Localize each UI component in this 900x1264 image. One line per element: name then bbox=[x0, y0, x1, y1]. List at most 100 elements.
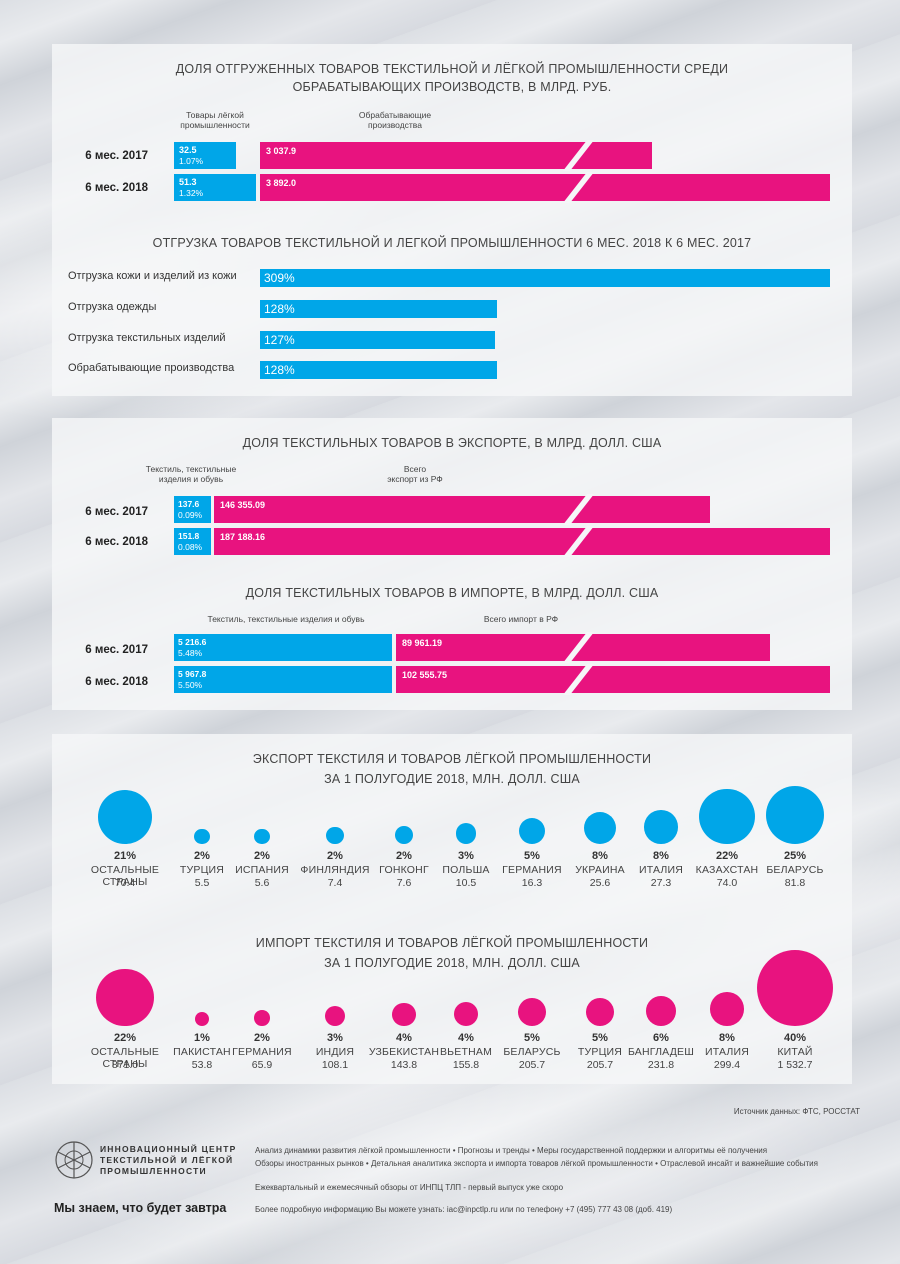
bubble-mark bbox=[455, 823, 477, 844]
footer-line1: Анализ динамики развития лёгкой промышле… bbox=[255, 1146, 768, 1155]
shipments-small-value: 51.3 bbox=[179, 177, 197, 187]
bubble-country-label: УЗБЕКИСТАН bbox=[368, 1046, 440, 1058]
shipments-small-value: 32.5 bbox=[179, 145, 197, 155]
import-big-value: 102 555.75 bbox=[402, 670, 448, 680]
bubble-pct-label: 3% bbox=[458, 850, 474, 862]
export-big-value: 187 188.16 bbox=[220, 532, 266, 542]
bubble-country-label: ГЕРМАНИЯ bbox=[232, 1046, 292, 1058]
bubble-value-label: 70.4 bbox=[114, 877, 136, 889]
bubble-pct-label: 2% bbox=[254, 850, 270, 862]
shipments-left-label-l2: промышленности bbox=[180, 120, 250, 130]
import-big-value: 89 961.19 bbox=[402, 638, 443, 648]
bubble-mark bbox=[194, 828, 210, 844]
growth-row-label: Отгрузка кожи и изделий из кожи bbox=[68, 270, 237, 282]
bubble-country-label: ГЕРМАНИЯ bbox=[502, 864, 562, 876]
bubble-pct-label: 2% bbox=[327, 850, 343, 862]
growth-value: 128% bbox=[264, 302, 295, 316]
slogan: Мы знаем, что будет завтра bbox=[54, 1201, 227, 1215]
bubble-value-label: 7.6 bbox=[396, 877, 412, 889]
bubble-pct-label: 8% bbox=[592, 850, 608, 862]
import-small-value: 5 216.6 bbox=[178, 637, 207, 647]
logo-icon bbox=[55, 1141, 93, 1179]
growth-title: ОТГРУЗКА ТОВАРОВ ТЕКСТИЛЬНОЙ И ЛЕГКОЙ ПР… bbox=[152, 236, 752, 250]
bubble-country-label: ИНДИЯ bbox=[315, 1046, 355, 1058]
bubble-mark bbox=[254, 1010, 270, 1026]
export-small-value: 137.6 bbox=[178, 499, 200, 509]
org-name-l1: ИННОВАЦИОННЫЙ ЦЕНТР bbox=[100, 1144, 237, 1154]
org-name: ИННОВАЦИОННЫЙ ЦЕНТР ТЕКСТИЛЬНОЙ И ЛЁГКОЙ… bbox=[100, 1144, 237, 1177]
bubble-value-label: 1 532.7 bbox=[777, 1059, 813, 1071]
bubble-value-label: 155.8 bbox=[452, 1059, 480, 1071]
shipments-big-value: 3 892.0 bbox=[266, 178, 297, 188]
bubble-mark bbox=[644, 810, 678, 844]
bubble-pct-label: 40% bbox=[783, 1032, 807, 1044]
export-small-value: 151.8 bbox=[178, 531, 200, 541]
export-small-bar bbox=[174, 528, 211, 555]
bubble-country-label: ФИНЛЯНДИЯ bbox=[300, 864, 370, 876]
bubble-value-label: 27.3 bbox=[650, 877, 672, 889]
bubble-country-label: БЕЛАРУСЬ bbox=[503, 1046, 561, 1058]
bubble-country-label: ОСТАЛЬНЫЕ СТРАНЫ bbox=[90, 864, 160, 888]
bubble-country-label: ИСПАНИЯ bbox=[235, 864, 289, 876]
bubble-mark bbox=[392, 1002, 416, 1026]
bubble-mark bbox=[757, 950, 833, 1026]
export-right-label-l2: экспорт из РФ bbox=[387, 474, 443, 484]
shipments-small-pct: 1.32% bbox=[179, 188, 204, 198]
bubble-mark bbox=[699, 788, 755, 844]
export-small-pct: 0.09% bbox=[178, 510, 203, 520]
bubble-mark bbox=[519, 818, 545, 844]
import-small-pct: 5.50% bbox=[178, 680, 203, 690]
shipments-left-label-l1: Товары лёгкой bbox=[186, 110, 244, 120]
growth-row-label: Обрабатывающие производства bbox=[68, 362, 235, 374]
bubble-pct-label: 4% bbox=[458, 1032, 474, 1044]
export-right-label-l1: Всего bbox=[403, 464, 427, 474]
bubble-pct-label: 6% bbox=[653, 1032, 669, 1044]
bubble-mark bbox=[194, 1011, 210, 1026]
bubble-pct-label: 2% bbox=[396, 850, 412, 862]
bubble-mark bbox=[710, 992, 744, 1026]
import-left-label: Текстиль, текстильные изделия и обувь bbox=[207, 614, 365, 624]
footer-line2: Обзоры иностранных рынков • Детальная ан… bbox=[255, 1159, 818, 1168]
export-small-pct: 0.08% bbox=[178, 542, 203, 552]
bubble-value-label: 205.7 bbox=[518, 1059, 546, 1071]
growth-bar bbox=[260, 269, 830, 287]
bubble-mark bbox=[453, 1001, 479, 1026]
bubble-country-label: КАЗАХСТАН bbox=[695, 864, 759, 876]
bubble-country-label: ГОНКОНГ bbox=[379, 864, 429, 876]
export-big-bar bbox=[214, 528, 830, 555]
export-bubbles-title-line2: ЗА 1 ПОЛУГОДИЕ 2018, МЛН. ДОЛЛ. США bbox=[324, 772, 580, 786]
export-left-label: Текстиль, текстильные изделия и обувь bbox=[136, 464, 246, 484]
bubble-mark bbox=[98, 790, 152, 844]
bubble-value-label: 5.5 bbox=[194, 877, 210, 889]
export-left-label-l2: изделия и обувь bbox=[158, 474, 224, 484]
bubble-value-label: 5.6 bbox=[254, 877, 270, 889]
growth-value: 127% bbox=[264, 333, 295, 347]
shipments-big-bar bbox=[260, 142, 652, 169]
panel-trade-share: ДОЛЯ ТЕКСТИЛЬНЫХ ТОВАРОВ В ЭКСПОРТЕ, В М… bbox=[52, 418, 852, 710]
shipments-right-label-l1: Обрабатывающие bbox=[358, 110, 432, 120]
bubble-country-label: КИТАЙ bbox=[777, 1046, 813, 1058]
shipments-row-period: 6 мес. 2018 bbox=[85, 182, 148, 194]
growth-bar bbox=[260, 300, 497, 318]
growth-bar bbox=[260, 361, 497, 379]
bubble-value-label: 74.0 bbox=[716, 877, 738, 889]
bubble-pct-label: 5% bbox=[592, 1032, 608, 1044]
bubble-country-label: ТУРЦИЯ bbox=[179, 864, 225, 876]
export-share-title: ДОЛЯ ТЕКСТИЛЬНЫХ ТОВАРОВ В ЭКСПОРТЕ, В М… bbox=[242, 436, 662, 450]
bubble-value-label: 231.8 bbox=[647, 1059, 675, 1071]
export-bubbles-title-line1: ЭКСПОРТ ТЕКСТИЛЯ И ТОВАРОВ ЛЁГКОЙ ПРОМЫШ… bbox=[252, 752, 652, 766]
bubble-pct-label: 22% bbox=[113, 1032, 137, 1044]
import-small-bar bbox=[174, 666, 392, 693]
bubble-country-label: ИТАЛИЯ bbox=[704, 1046, 750, 1058]
bubble-pct-label: 5% bbox=[524, 1032, 540, 1044]
bubble-value-label: 7.4 bbox=[327, 877, 343, 889]
bubble-pct-label: 1% bbox=[194, 1032, 210, 1044]
bubble-pct-label: 5% bbox=[524, 850, 540, 862]
shipments-big-value: 3 037.9 bbox=[266, 146, 297, 156]
growth-value: 309% bbox=[264, 271, 295, 285]
bubble-mark bbox=[586, 998, 614, 1026]
bubble-mark bbox=[254, 828, 270, 844]
import-bubbles-title-line2: ЗА 1 ПОЛУГОДИЕ 2018, МЛН. ДОЛЛ. США bbox=[324, 956, 580, 970]
footer-line4: Более подробную информацию Вы можете узн… bbox=[255, 1205, 673, 1214]
bubble-pct-label: 25% bbox=[783, 850, 807, 862]
